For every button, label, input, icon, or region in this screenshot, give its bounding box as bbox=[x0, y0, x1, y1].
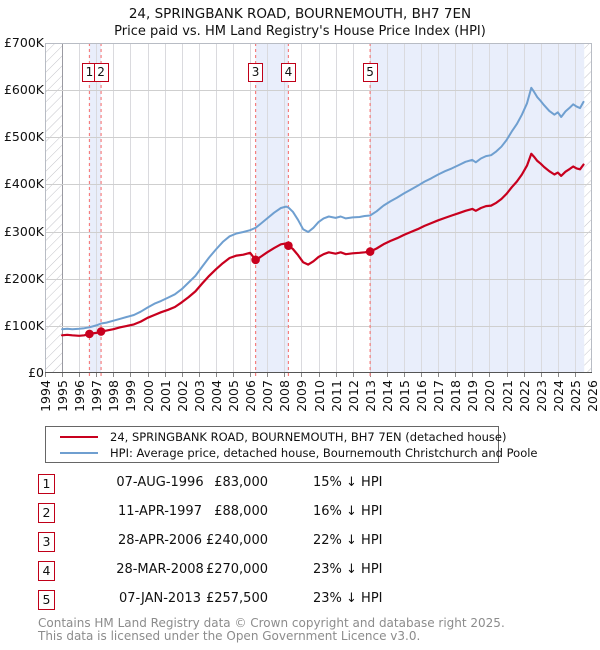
sale-vs-hpi: 23% ↓ HPI bbox=[313, 591, 383, 606]
table-row: 4 28-MAR-2008 £270,000 23% ↓ HPI bbox=[0, 561, 600, 581]
sale-price: £270,000 bbox=[205, 562, 268, 577]
x-axis-label: 2014 bbox=[379, 380, 395, 412]
x-axis-label: 2021 bbox=[499, 380, 515, 412]
y-axis-label: £400K bbox=[3, 176, 44, 192]
hpi-line-sample bbox=[60, 451, 98, 454]
x-axis-label: 2000 bbox=[140, 380, 156, 412]
row-number-box: 5 bbox=[38, 590, 55, 610]
x-axis-label: 2012 bbox=[345, 380, 361, 412]
row-number-box: 1 bbox=[38, 474, 55, 494]
x-axis-label: 2015 bbox=[396, 380, 412, 412]
legend-label: HPI: Average price, detached house, Bour… bbox=[110, 445, 538, 460]
x-axis-label: 2026 bbox=[585, 380, 600, 412]
sale-point-marker bbox=[85, 329, 94, 339]
sale-vs-hpi: 16% ↓ HPI bbox=[313, 504, 383, 519]
x-axis-label: 2019 bbox=[465, 380, 481, 412]
x-axis-label: 2002 bbox=[174, 380, 190, 412]
x-axis-label: 1996 bbox=[72, 380, 88, 412]
x-axis-label: 2025 bbox=[567, 380, 583, 412]
sale-price: £257,500 bbox=[205, 591, 268, 606]
x-axis-label: 2009 bbox=[294, 380, 310, 412]
x-axis-label: 2006 bbox=[243, 380, 259, 412]
table-row: 2 11-APR-1997 £88,000 16% ↓ HPI bbox=[0, 503, 600, 523]
sale-point-marker bbox=[284, 241, 293, 251]
sale-point-marker bbox=[251, 255, 260, 265]
x-axis-label: 2008 bbox=[277, 380, 293, 412]
x-axis-label: 1999 bbox=[123, 380, 139, 412]
page-subtitle: Price paid vs. HM Land Registry's House … bbox=[114, 24, 486, 39]
sale-date: 11-APR-1997 bbox=[118, 504, 202, 519]
sale-price: £88,000 bbox=[214, 504, 268, 519]
sale-point-marker bbox=[96, 327, 106, 336]
sale-vs-hpi: 22% ↓ HPI bbox=[313, 533, 383, 548]
sale-number-box: 5 bbox=[362, 63, 378, 82]
sale-number-box: 4 bbox=[280, 63, 296, 82]
sale-date: 28-APR-2006 bbox=[118, 533, 202, 548]
price-chart bbox=[45, 43, 593, 377]
x-axis-label: 2017 bbox=[431, 380, 447, 412]
page-title: 24, SPRINGBANK ROAD, BOURNEMOUTH, BH7 7E… bbox=[128, 6, 472, 22]
row-number-box: 4 bbox=[38, 561, 55, 581]
y-axis-label: £200K bbox=[3, 270, 44, 286]
ownership-band bbox=[370, 43, 585, 373]
y-axis-label: £0 bbox=[28, 365, 44, 380]
x-axis-label: 2018 bbox=[448, 380, 464, 412]
x-axis-label: 2016 bbox=[414, 380, 430, 412]
y-axis-label: £600K bbox=[3, 82, 44, 98]
sale-date: 28-MAR-2008 bbox=[116, 562, 204, 577]
sale-price: £240,000 bbox=[205, 533, 268, 548]
x-axis-label: 2001 bbox=[157, 380, 173, 412]
sale-point-marker bbox=[365, 247, 375, 256]
series-line bbox=[61, 86, 585, 331]
no-data-hatch bbox=[584, 43, 592, 373]
x-axis-label: 2011 bbox=[328, 380, 344, 412]
row-number-box: 2 bbox=[38, 503, 55, 523]
sale-number-box: 3 bbox=[248, 63, 264, 82]
chart-plot-area bbox=[45, 43, 593, 379]
sale-date: 07-AUG-1996 bbox=[116, 475, 204, 490]
y-axis-label: £100K bbox=[3, 317, 44, 333]
x-axis-label: 2022 bbox=[516, 380, 532, 412]
x-axis-label: 2023 bbox=[533, 380, 549, 412]
sale-date: 07-JAN-2013 bbox=[119, 591, 201, 606]
x-axis-label: 2003 bbox=[191, 380, 207, 412]
x-axis-label: 1995 bbox=[55, 380, 71, 412]
x-axis-label: 1998 bbox=[106, 380, 122, 412]
x-axis-label: 1997 bbox=[89, 380, 105, 412]
x-axis-label: 2024 bbox=[550, 380, 566, 412]
y-axis-label: £500K bbox=[3, 129, 44, 145]
x-axis-label: 2020 bbox=[482, 380, 498, 412]
sale-vs-hpi: 23% ↓ HPI bbox=[313, 562, 383, 577]
y-axis-label: £300K bbox=[3, 223, 44, 239]
legend-entry-hpi: HPI: Average price, detached house, Bour… bbox=[46, 446, 538, 460]
x-axis-label: 2005 bbox=[226, 380, 242, 412]
table-row: 1 07-AUG-1996 £83,000 15% ↓ HPI bbox=[0, 474, 600, 494]
x-axis-label: 2004 bbox=[208, 380, 224, 412]
footer-licence: This data is licensed under the Open Gov… bbox=[38, 629, 421, 643]
sale-number-box: 2 bbox=[93, 63, 109, 82]
footer-copyright: Contains HM Land Registry data © Crown c… bbox=[38, 616, 505, 630]
x-axis-label: 2007 bbox=[260, 380, 276, 412]
table-row: 5 07-JAN-2013 £257,500 23% ↓ HPI bbox=[0, 590, 600, 610]
series-line bbox=[61, 152, 585, 337]
legend-label: 24, SPRINGBANK ROAD, BOURNEMOUTH, BH7 7E… bbox=[110, 429, 507, 444]
row-number-box: 3 bbox=[38, 532, 55, 552]
x-axis-label: 2010 bbox=[311, 380, 327, 412]
chart-legend: 24, SPRINGBANK ROAD, BOURNEMOUTH, BH7 7E… bbox=[45, 426, 538, 463]
table-row: 3 28-APR-2006 £240,000 22% ↓ HPI bbox=[0, 532, 600, 552]
property-line-sample bbox=[60, 435, 98, 438]
sale-vs-hpi: 15% ↓ HPI bbox=[313, 475, 383, 490]
x-axis-label: 2013 bbox=[362, 380, 378, 412]
y-axis-label: £700K bbox=[3, 35, 44, 50]
x-axis-label: 1994 bbox=[38, 380, 53, 412]
no-data-hatch bbox=[45, 43, 63, 373]
ownership-band bbox=[89, 43, 102, 373]
sale-price: £83,000 bbox=[214, 475, 268, 490]
legend-entry-property: 24, SPRINGBANK ROAD, BOURNEMOUTH, BH7 7E… bbox=[46, 430, 506, 444]
